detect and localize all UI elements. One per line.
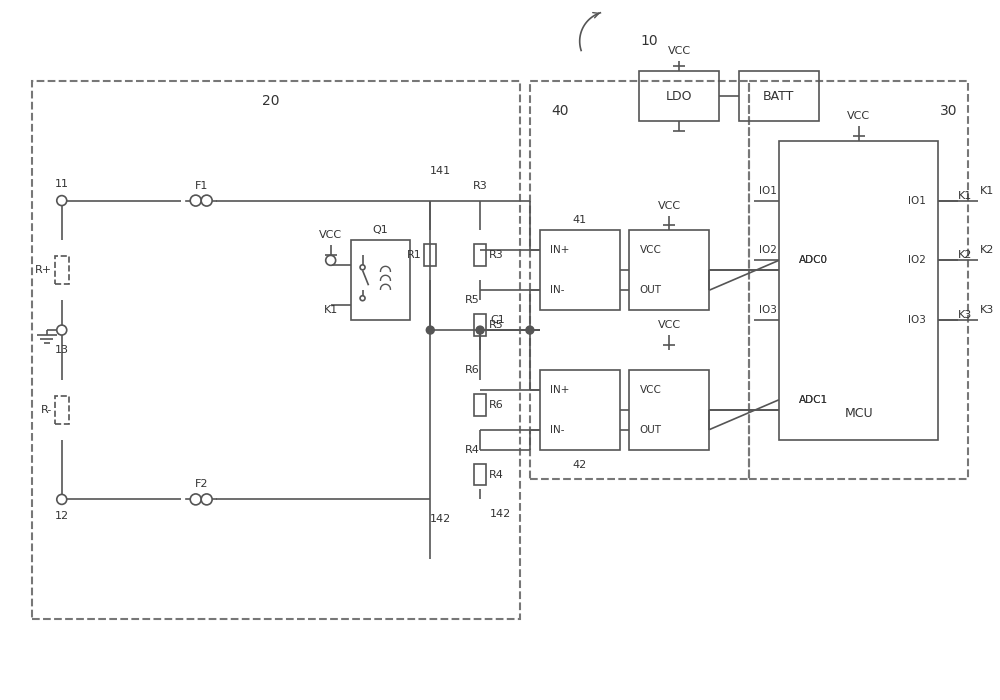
Text: Q1: Q1 [373, 225, 388, 235]
Text: 10: 10 [641, 34, 658, 48]
Text: R6: R6 [465, 365, 480, 375]
Text: R6: R6 [489, 400, 504, 410]
Text: BATT: BATT [763, 90, 795, 102]
Bar [351, 240, 410, 320]
Bar [629, 370, 709, 449]
Text: ADC0: ADC0 [799, 256, 828, 265]
Text: R5: R5 [465, 295, 480, 305]
Text: OUT: OUT [639, 425, 661, 435]
Bar [474, 314, 486, 336]
Text: LDO: LDO [666, 90, 693, 102]
Text: R+: R+ [35, 265, 52, 275]
Text: IO2: IO2 [759, 246, 777, 256]
Circle shape [57, 325, 67, 335]
Text: IN-: IN- [550, 285, 564, 295]
Text: VCC: VCC [319, 230, 342, 240]
Text: VCC: VCC [658, 201, 681, 211]
Circle shape [190, 195, 201, 206]
Text: IO3: IO3 [908, 315, 926, 325]
Text: 30: 30 [939, 104, 957, 118]
Circle shape [360, 265, 365, 270]
Text: K2: K2 [958, 251, 973, 260]
Text: K1: K1 [958, 190, 972, 201]
Circle shape [360, 295, 365, 301]
Circle shape [476, 326, 484, 334]
Circle shape [58, 326, 66, 334]
Bar [474, 244, 486, 266]
Bar [474, 394, 486, 416]
Text: R3: R3 [489, 251, 504, 260]
Circle shape [526, 326, 534, 334]
Circle shape [57, 494, 67, 505]
Text: 142: 142 [490, 510, 511, 519]
Text: IO3: IO3 [759, 305, 777, 315]
Circle shape [201, 494, 212, 505]
Text: OUT: OUT [639, 285, 661, 295]
Text: 13: 13 [55, 345, 69, 355]
Text: IO1: IO1 [908, 195, 926, 206]
Bar [540, 370, 620, 449]
Circle shape [190, 494, 201, 505]
Text: K2: K2 [980, 246, 994, 256]
Circle shape [326, 256, 336, 265]
Text: IN-: IN- [550, 425, 564, 435]
Bar [530, 81, 749, 480]
Text: F2: F2 [194, 480, 208, 489]
Text: 42: 42 [573, 460, 587, 470]
Text: 11: 11 [55, 178, 69, 188]
Text: R-: R- [41, 405, 52, 415]
Text: ADC0: ADC0 [799, 256, 828, 265]
Text: F1: F1 [195, 181, 208, 190]
Text: VCC: VCC [639, 246, 661, 256]
Text: IN+: IN+ [550, 246, 569, 256]
Text: MCU: MCU [844, 407, 873, 420]
Text: VCC: VCC [668, 46, 691, 56]
Circle shape [201, 195, 212, 206]
Text: 12: 12 [55, 512, 69, 522]
Bar [739, 71, 819, 121]
Text: ADC1: ADC1 [799, 395, 828, 405]
Bar [639, 71, 719, 121]
Text: R3: R3 [473, 181, 487, 190]
Bar [32, 81, 520, 619]
Text: 20: 20 [262, 94, 280, 108]
Bar [629, 230, 709, 310]
Text: K3: K3 [980, 305, 994, 315]
Bar [749, 81, 968, 480]
Bar [474, 463, 486, 486]
Text: K1: K1 [980, 186, 994, 195]
Text: K1: K1 [324, 305, 338, 315]
Circle shape [426, 326, 434, 334]
Text: 142: 142 [430, 514, 451, 524]
Text: 141: 141 [430, 166, 451, 176]
Text: R1: R1 [407, 251, 421, 260]
Circle shape [57, 195, 67, 206]
Text: R4: R4 [465, 444, 480, 454]
Text: VCC: VCC [639, 385, 661, 395]
Text: R5: R5 [489, 320, 504, 330]
Text: IN+: IN+ [550, 385, 569, 395]
Bar [540, 230, 620, 310]
Text: C1: C1 [490, 315, 505, 325]
Text: IO2: IO2 [908, 256, 926, 265]
Text: IO1: IO1 [759, 186, 777, 195]
Bar [779, 141, 938, 440]
Text: K3: K3 [958, 310, 972, 320]
Text: ADC1: ADC1 [799, 395, 828, 405]
Text: 40: 40 [551, 104, 569, 118]
Text: VCC: VCC [658, 320, 681, 330]
Text: R4: R4 [489, 470, 504, 480]
Text: VCC: VCC [847, 111, 870, 121]
Text: 41: 41 [573, 216, 587, 225]
Bar [424, 244, 436, 266]
